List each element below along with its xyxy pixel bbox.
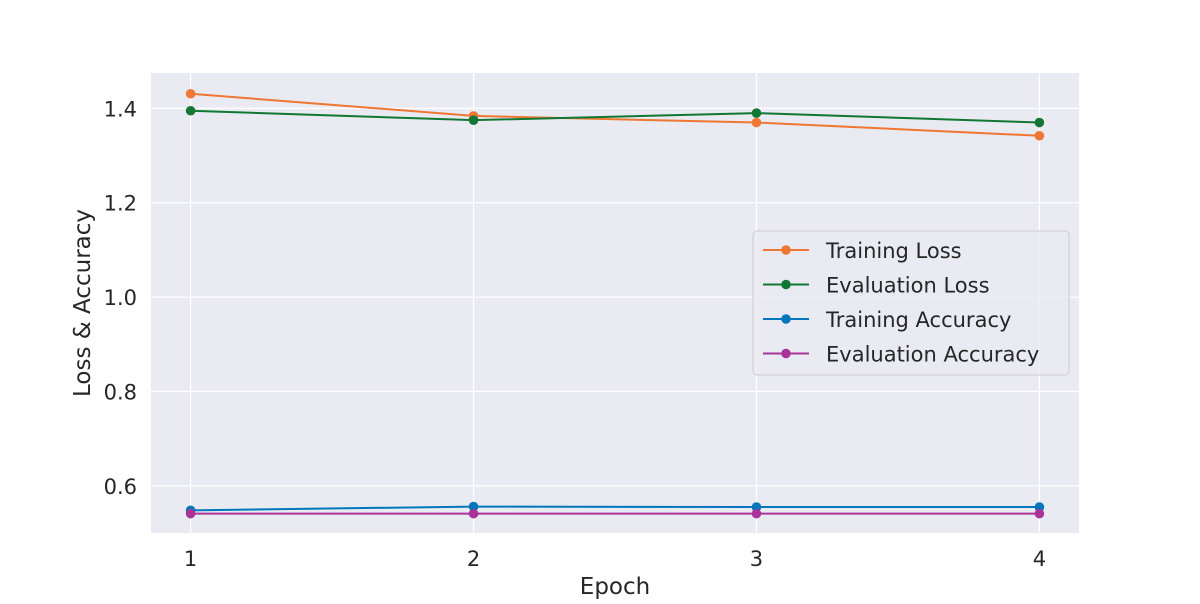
data-point — [185, 105, 196, 116]
data-point — [751, 502, 762, 512]
x-tick-label: 2 — [467, 547, 480, 571]
y-tick-label: 1.4 — [104, 97, 137, 121]
y-axis-label: Loss & Accuracy — [70, 209, 96, 397]
series-line — [190, 505, 1040, 512]
x-tick-label: 3 — [750, 547, 763, 571]
series-layer — [185, 88, 1045, 519]
legend-marker — [781, 314, 791, 324]
legend-marker — [781, 348, 791, 359]
legend-marker — [781, 279, 791, 290]
legend-box — [752, 230, 1070, 376]
legend-label: Training Accuracy — [825, 308, 1011, 332]
data-point — [185, 88, 196, 99]
legend-entry: Evaluation Accuracy — [763, 343, 1039, 367]
data-point — [468, 501, 479, 512]
legend-label: Evaluation Loss — [826, 274, 990, 298]
y-tick-label: 0.8 — [104, 380, 137, 404]
legend-entry: Training Accuracy — [763, 308, 1011, 332]
legend-label: Training Loss — [825, 239, 962, 263]
series-line — [190, 92, 1040, 137]
x-tick-label: 1 — [184, 547, 197, 571]
data-point — [468, 115, 479, 125]
series-evaluation-accuracy — [185, 508, 1045, 519]
data-point — [751, 108, 762, 118]
data-point — [1034, 508, 1045, 519]
data-point — [185, 508, 196, 519]
data-point — [1034, 130, 1045, 141]
x-tick-label: 4 — [1033, 547, 1046, 571]
legend: Training Loss Evaluation Loss Training Acc… — [752, 230, 1070, 376]
legend-entry: Training Loss — [763, 239, 962, 263]
series-evaluation-loss — [185, 105, 1045, 128]
legend-label: Evaluation Accuracy — [826, 343, 1039, 367]
series-training-accuracy — [185, 501, 1045, 516]
y-tick-label: 0.6 — [104, 475, 137, 499]
legend-marker — [781, 245, 791, 255]
x-axis-label: Epoch — [580, 574, 650, 600]
data-point — [751, 508, 762, 519]
series-line — [190, 109, 1040, 124]
data-point — [468, 508, 479, 519]
tick-labels: 1 2 3 4 0.6 0.8 1.0 1.2 1.4 — [104, 97, 1046, 571]
legend-entry: Evaluation Loss — [763, 274, 990, 298]
y-tick-label: 1.2 — [104, 192, 137, 216]
data-point — [1034, 502, 1045, 512]
y-tick-label: 1.0 — [104, 286, 137, 310]
data-point — [751, 117, 762, 128]
data-point — [1034, 117, 1045, 128]
